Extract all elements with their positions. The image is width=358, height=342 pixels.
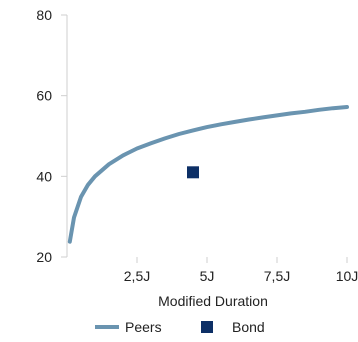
series-line-peers: [67, 105, 349, 244]
y-tick-label: 40: [36, 168, 52, 184]
x-tick-label: 10J: [336, 268, 358, 284]
legend-label-peers: Peers: [125, 319, 162, 335]
legend-label-bond: Bond: [232, 319, 265, 335]
bond-point: [187, 166, 199, 179]
chart-series: [67, 105, 349, 244]
axis-ticks: 20 40 60 80 2,5J 5J 7,5J 10J: [36, 7, 358, 284]
x-axis-label: Modified Duration: [158, 293, 268, 309]
x-tick-label: 5J: [200, 268, 215, 284]
y-tick-label: 20: [36, 249, 52, 265]
x-tick-label: 7,5J: [264, 268, 290, 284]
x-tick-label: 2,5J: [124, 268, 150, 284]
y-tick-label: 80: [36, 7, 52, 23]
chart-legend: Peers Bond: [95, 319, 265, 335]
legend-swatch-bond: [201, 321, 213, 333]
y-tick-label: 60: [36, 88, 52, 104]
